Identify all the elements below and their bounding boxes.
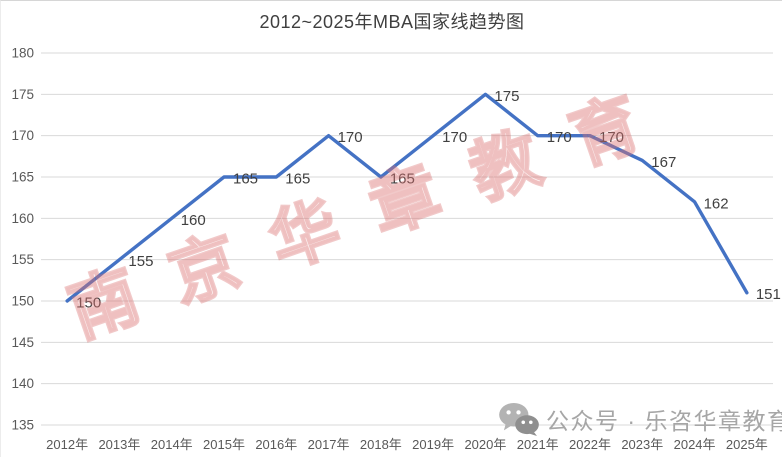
data-label: 162 [704, 195, 729, 212]
data-label: 150 [76, 295, 101, 312]
x-axis-tick-label: 2012年 [46, 437, 88, 452]
y-axis-tick-label: 165 [11, 170, 34, 185]
x-axis-tick-label: 2013年 [98, 437, 140, 452]
x-axis-tick-label: 2015年 [203, 437, 245, 452]
x-axis-tick-label: 2019年 [412, 437, 454, 452]
x-axis-tick-label: 2025年 [726, 437, 768, 452]
x-axis-tick-label: 2016年 [255, 437, 297, 452]
data-label: 170 [599, 129, 624, 146]
x-axis-tick-label: 2017年 [308, 437, 350, 452]
y-axis-tick-label: 180 [11, 46, 34, 61]
data-label: 160 [181, 212, 206, 229]
y-axis-tick-label: 135 [11, 418, 34, 433]
y-axis-tick-label: 170 [11, 128, 34, 143]
x-axis-tick-label: 2024年 [674, 437, 716, 452]
x-axis-tick-label: 2023年 [621, 437, 663, 452]
data-label: 151 [756, 286, 781, 303]
x-axis-tick-label: 2018年 [360, 437, 402, 452]
x-axis-tick-label: 2014年 [151, 437, 193, 452]
data-label: 167 [651, 154, 676, 171]
data-label: 175 [494, 88, 519, 105]
trend-line [65, 92, 749, 303]
x-axis-tick-label: 2020年 [464, 437, 506, 452]
y-axis-tick-label: 155 [11, 252, 34, 267]
data-label: 155 [128, 253, 153, 270]
data-label: 170 [338, 129, 363, 146]
data-label: 165 [285, 171, 310, 188]
data-label: 165 [390, 171, 415, 188]
data-label: 170 [442, 129, 467, 146]
y-axis-tick-label: 145 [11, 335, 34, 350]
y-axis-tick-label: 160 [11, 211, 34, 226]
y-axis-tick-label: 175 [11, 87, 34, 102]
y-axis-tick-label: 150 [11, 294, 34, 309]
data-label: 165 [233, 171, 258, 188]
y-axis-tick-label: 140 [11, 376, 34, 391]
chart-title: 2012~2025年MBA国家线趋势图 [259, 12, 525, 32]
data-label: 170 [547, 129, 572, 146]
x-axis-tick-label: 2022年 [569, 437, 611, 452]
x-axis-tick-label: 2021年 [517, 437, 559, 452]
